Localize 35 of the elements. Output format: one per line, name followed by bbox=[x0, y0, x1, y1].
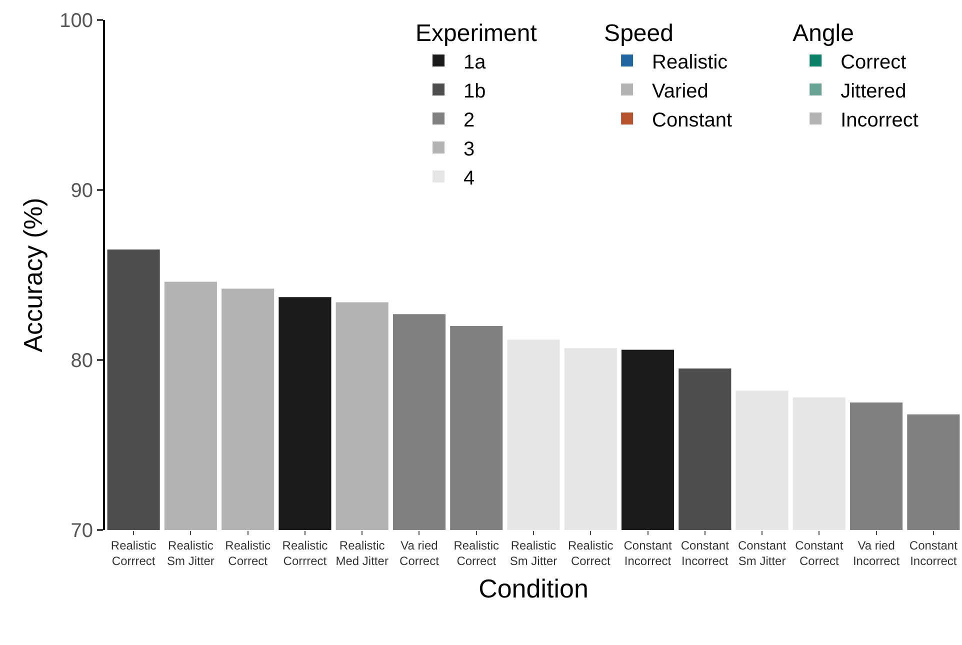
y-axis-title: Accuracy (%) bbox=[18, 198, 48, 352]
y-tick-label: 80 bbox=[70, 350, 93, 372]
legend-label: Correct bbox=[840, 51, 907, 74]
legend-label: 2 bbox=[464, 109, 475, 132]
legend-label: Varied bbox=[652, 80, 708, 102]
legend-label: 3 bbox=[464, 138, 475, 160]
x-tick-label: Va ried Correct bbox=[400, 538, 440, 568]
y-tick-label: 70 bbox=[70, 520, 93, 542]
x-tick-label: Constant Incorrect bbox=[624, 538, 672, 568]
x-tick-label: Constant Incorrect bbox=[680, 538, 730, 568]
y-tick-label: 90 bbox=[70, 180, 93, 202]
annotation: Speed bbox=[604, 20, 674, 47]
legend-label: Realistic bbox=[652, 51, 728, 74]
x-tick-label: Constant Incorrect bbox=[909, 538, 958, 568]
legend-label: 1b bbox=[464, 80, 486, 102]
legend-label: Jittered bbox=[840, 80, 906, 102]
legend-label: 1a bbox=[464, 51, 487, 74]
legend-label: Constant bbox=[652, 109, 733, 132]
x-tick-label: Realistic Corrrect bbox=[282, 538, 328, 568]
annotation: Angle bbox=[792, 20, 854, 47]
x-axis-title: Condition bbox=[478, 574, 588, 604]
x-tick-label: Realistic Sm Jitter bbox=[167, 538, 214, 568]
x-tick-label: Realistic Correct bbox=[225, 538, 271, 568]
legend-title: Experiment bbox=[416, 20, 538, 47]
x-tick-label: Constant Sm Jitter bbox=[738, 538, 787, 568]
x-tick-label: Realistic Correct bbox=[454, 538, 500, 568]
x-tick-label: Va ried Incorrect bbox=[852, 538, 900, 568]
legend-label: 4 bbox=[464, 167, 475, 190]
x-tick-label: Constant Correct bbox=[795, 538, 844, 568]
x-tick-label: Realistic Sm Jitter bbox=[510, 538, 558, 568]
x-tick-label: Realistic Corrrect bbox=[110, 538, 156, 568]
x-tick-label: Realistic Med Jitter bbox=[336, 538, 388, 568]
legend-label: Incorrect bbox=[840, 109, 919, 132]
x-tick-label: Realistic Correct bbox=[568, 538, 614, 568]
y-tick-label: 100 bbox=[60, 10, 93, 32]
